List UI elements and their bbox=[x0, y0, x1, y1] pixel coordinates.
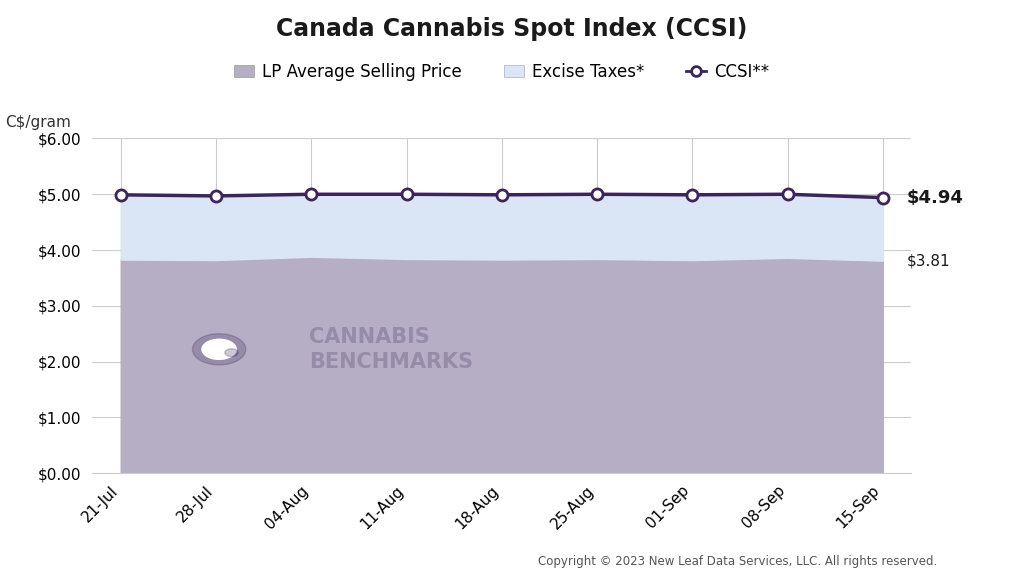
Circle shape bbox=[225, 349, 239, 357]
Circle shape bbox=[202, 339, 237, 359]
Text: Copyright © 2023 New Leaf Data Services, LLC. All rights reserved.: Copyright © 2023 New Leaf Data Services,… bbox=[538, 555, 937, 568]
Legend: LP Average Selling Price, Excise Taxes*, CCSI**: LP Average Selling Price, Excise Taxes*,… bbox=[227, 57, 776, 88]
Circle shape bbox=[193, 334, 246, 365]
Text: $3.81: $3.81 bbox=[906, 253, 950, 268]
Text: Canada Cannabis Spot Index (CCSI): Canada Cannabis Spot Index (CCSI) bbox=[276, 17, 748, 42]
Text: CANNABIS
BENCHMARKS: CANNABIS BENCHMARKS bbox=[309, 327, 473, 372]
Text: $4.94: $4.94 bbox=[906, 189, 964, 207]
Text: C$/gram: C$/gram bbox=[5, 115, 71, 130]
